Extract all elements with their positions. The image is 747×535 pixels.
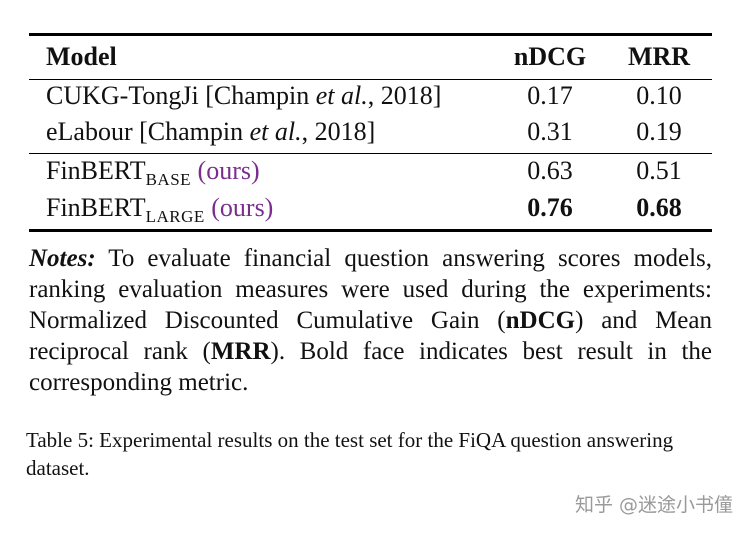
- watermark: 知乎 @迷途小书僮: [574, 494, 733, 516]
- ours-tag: (ours): [211, 193, 274, 222]
- model-year: , 2018]: [367, 81, 442, 110]
- notes-mrr: MRR: [210, 338, 271, 365]
- table-row-model: FinBERTBASE (ours): [46, 156, 260, 189]
- table-cell-mrr: 0.19: [636, 117, 682, 146]
- notes-text: ) and Mean reciprocal rank (: [29, 307, 712, 365]
- table-notes: Notes: To evaluate financial question an…: [29, 243, 712, 398]
- notes-text: To evaluate financial question answering…: [29, 245, 712, 334]
- header-ndcg: nDCG: [513, 42, 587, 71]
- table-caption: Table 5: Experimental results on the tes…: [26, 428, 674, 480]
- table-cell-ndcg-best: 0.76: [527, 193, 573, 222]
- table-cell-ndcg: 0.63: [527, 156, 573, 185]
- header-model: Model: [46, 42, 117, 71]
- table-cell-mrr-best: 0.68: [636, 193, 682, 222]
- model-year: , 2018]: [301, 117, 376, 146]
- group-divider-rule: [29, 153, 712, 154]
- model-name: FinBERT: [46, 193, 146, 222]
- table-row-model: FinBERTLARGE (ours): [46, 193, 273, 226]
- notes-label: Notes:: [29, 245, 96, 272]
- table-row-model: eLabour [Champin et al., 2018]: [46, 117, 375, 147]
- model-name: FinBERT: [46, 156, 146, 185]
- header-rule: [29, 79, 712, 80]
- model-size-subscript: BASE: [145, 170, 192, 189]
- ours-tag: (ours): [197, 156, 260, 185]
- header-mrr: MRR: [627, 42, 691, 71]
- notes-ndcg: nDCG: [505, 307, 576, 334]
- model-etal: et al.: [315, 81, 368, 110]
- table-cell-ndcg: 0.31: [527, 117, 573, 146]
- notes-text: ). Bold face indicates best result in th…: [29, 338, 712, 396]
- table-cell-mrr: 0.10: [636, 81, 682, 110]
- table-cell-mrr: 0.51: [636, 156, 682, 185]
- model-name: CUKG-TongJi [Champin: [46, 81, 316, 110]
- model-name: eLabour [Champin: [46, 117, 250, 146]
- table-top-rule: [29, 33, 712, 36]
- table-row-model: CUKG-TongJi [Champin et al., 2018]: [46, 81, 441, 111]
- model-size-subscript: LARGE: [145, 207, 205, 226]
- table-cell-ndcg: 0.17: [527, 81, 573, 110]
- model-etal: et al.: [249, 117, 302, 146]
- table-bottom-rule: [29, 229, 712, 232]
